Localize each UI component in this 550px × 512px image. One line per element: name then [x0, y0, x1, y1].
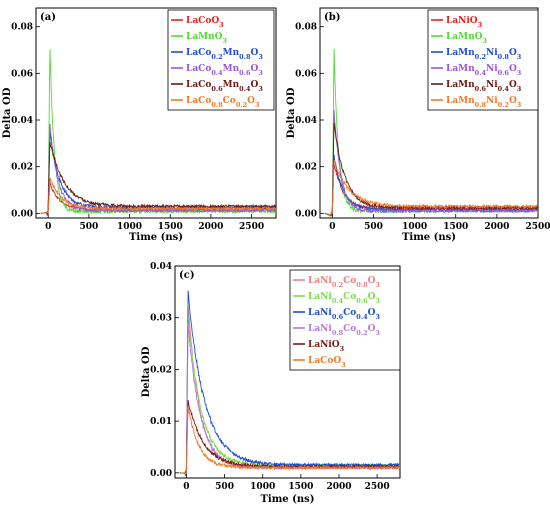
y-tick-label: 0.08 — [11, 23, 33, 33]
series-line-LaCoO3 — [179, 405, 400, 475]
series-line-LaCo0.4Mn0.6O3 — [40, 123, 276, 216]
panel-label: (c) — [179, 270, 195, 281]
x-tick-label: 500 — [215, 482, 234, 492]
y-tick-label: 0.06 — [11, 69, 33, 79]
x-tick-label: 1000 — [117, 222, 142, 232]
panel-label: (b) — [324, 12, 340, 23]
legend-entry: LaNi0.4Co0.6O3 — [308, 292, 380, 305]
y-tick-label: 0.04 — [150, 262, 172, 272]
legend-entry: LaMnO3 — [446, 32, 488, 45]
x-tick-label: 1500 — [443, 222, 468, 232]
series-line-LaCo0.8Co0.2O3 — [40, 177, 276, 214]
y-tick-label: 0.02 — [295, 163, 317, 173]
x-axis-title: Time (ns) — [129, 232, 183, 243]
y-tick-label: 0.00 — [295, 209, 317, 219]
legend-entry: LaNiO3 — [446, 16, 483, 29]
x-tick-label: 1000 — [250, 482, 275, 492]
series-line-LaMn0.6Ni0.4O3 — [324, 123, 538, 216]
x-tick-label: 2000 — [326, 482, 351, 492]
y-tick-label: 0.02 — [11, 163, 33, 173]
legend-entry: LaMn0.6Ni0.4O3 — [446, 80, 522, 93]
y-axis-title: Delta OD — [2, 87, 13, 138]
x-axis-title: Time (ns) — [402, 232, 456, 243]
legend: LaNi0.2Co0.8O3 LaNi0.4Co0.6O3 LaNi0.6Co0.4… — [289, 269, 401, 371]
x-tick-label: 2500 — [525, 222, 550, 232]
x-tick-label: 1500 — [158, 222, 183, 232]
series-line-LaNi0.6Co0.4O3 — [179, 290, 400, 477]
y-tick-label: 0.06 — [295, 69, 317, 79]
x-tick-label: 500 — [364, 222, 383, 232]
legend-entry: LaNiO3 — [308, 340, 345, 353]
chart-panel-c: 0 500 1000 1500 2000 2500 0.00 0.01 0.02 0.03 0.04… — [141, 262, 401, 505]
legend-box — [167, 9, 275, 111]
y-tick-label: 0.04 — [295, 116, 317, 126]
legend-entry: LaCoO3 — [186, 16, 224, 29]
y-tick-label: 0.01 — [150, 417, 172, 427]
legend-entry: LaMnO3 — [186, 32, 228, 45]
series-line-LaCo0.6Mn0.4O3 — [40, 141, 276, 215]
x-tick-label: 500 — [79, 222, 98, 232]
y-tick-label: 0.02 — [150, 365, 172, 375]
legend-entry: LaMn0.2Ni0.8O3 — [446, 48, 522, 61]
x-tick-label: 0 — [45, 222, 51, 232]
legend-entry: LaNi0.8Co0.2O3 — [308, 324, 380, 337]
x-tick-label: 2000 — [198, 222, 223, 232]
legend-entry: LaCo0.2Mn0.8O3 — [186, 48, 263, 61]
x-tick-label: 0 — [329, 222, 335, 232]
legend-box — [289, 269, 401, 371]
legend-entry: LaCoO3 — [308, 356, 346, 369]
chart-panel-a: 0 500 1000 1500 2000 2500 0.00 0.02 0.04 0.06 0.08… — [2, 7, 277, 243]
legend-entry: LaCo0.4Mn0.6O3 — [186, 64, 263, 77]
series-line-LaMn0.4Ni0.6O3 — [324, 109, 538, 217]
legend: LaNiO3 LaMnO3 LaMn0.2Ni0.8O3 LaMn0.4Ni0.6O3… — [427, 9, 539, 111]
y-axis-title: Delta OD — [141, 346, 152, 397]
legend-entry: LaCo0.8Co0.2O3 — [186, 96, 260, 109]
x-tick-label: 1500 — [288, 482, 313, 492]
legend-entry: LaMn0.4Ni0.6O3 — [446, 64, 522, 77]
y-tick-label: 0.00 — [150, 469, 172, 479]
x-tick-label: 2000 — [484, 222, 509, 232]
y-axis-title: Delta OD — [286, 87, 297, 138]
x-tick-label: 2500 — [239, 222, 264, 232]
legend-box — [427, 9, 539, 111]
legend-entry: LaMn0.8Ni0.2O3 — [446, 96, 522, 109]
x-tick-label: 1000 — [402, 222, 427, 232]
y-tick-label: 0.04 — [11, 116, 33, 126]
legend-entry: LaNi0.2Co0.8O3 — [308, 276, 380, 289]
legend: LaCoO3 LaMnO3 LaCo0.2Mn0.8O3 LaCo0.4Mn0.6O3… — [167, 9, 275, 111]
x-axis-title: Time (ns) — [260, 494, 314, 505]
x-tick-label: 2500 — [365, 482, 390, 492]
y-tick-label: 0.03 — [150, 314, 172, 324]
y-tick-label: 0.08 — [295, 23, 317, 33]
panel-label: (a) — [40, 12, 56, 23]
legend-entry: LaNi0.6Co0.4O3 — [308, 308, 380, 321]
x-tick-label: 0 — [183, 482, 189, 492]
chart-panel-b: 0 500 1000 1500 2000 2500 0.00 0.02 0.04 0.06 0.08… — [286, 7, 550, 243]
y-tick-label: 0.00 — [11, 209, 33, 219]
series-line-LaMn0.8Ni0.2O3 — [324, 159, 538, 216]
legend-entry: LaCo0.6Mn0.4O3 — [186, 80, 263, 93]
